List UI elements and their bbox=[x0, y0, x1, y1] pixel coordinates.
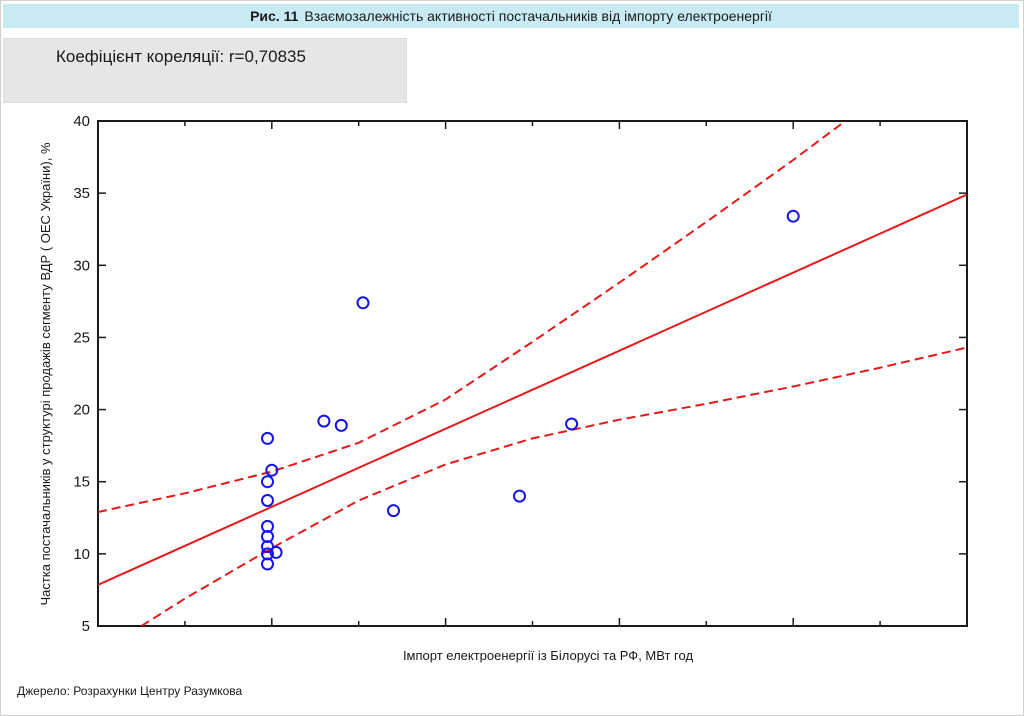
y-tick-label: 35 bbox=[73, 185, 90, 202]
y-tick-label: 30 bbox=[73, 257, 90, 274]
confidence-band bbox=[98, 121, 967, 626]
confidence-band-lower bbox=[140, 346, 967, 626]
figure-number: Рис. 11 bbox=[250, 8, 299, 24]
y-tick-label: 15 bbox=[73, 474, 90, 491]
data-point bbox=[265, 463, 279, 477]
source-note: Джерело: Розрахунки Центру Разумкова bbox=[17, 684, 243, 698]
y-axis-title: Частка постачальників у структурі продаж… bbox=[38, 142, 53, 606]
data-point bbox=[269, 545, 283, 559]
regression-line-group bbox=[98, 193, 967, 586]
x-axis-title: Імпорт електроенергії із Білорусі та РФ,… bbox=[403, 648, 694, 663]
axis-ticks: 5 10 15 20 25 30 35 40 bbox=[73, 113, 968, 635]
figure-title-bar: Рис. 11 Взаємозалежність активності поста… bbox=[3, 4, 1019, 28]
data-point bbox=[261, 557, 274, 571]
data-point bbox=[786, 209, 800, 223]
regression-line bbox=[98, 193, 967, 586]
data-point bbox=[356, 296, 370, 310]
y-tick-label: 25 bbox=[73, 329, 90, 346]
data-point bbox=[387, 504, 400, 518]
y-tick-label: 10 bbox=[73, 546, 90, 563]
data-point bbox=[317, 414, 331, 428]
correlation-box: Коефіцієнт кореляції: r=0,70835 bbox=[3, 38, 407, 103]
data-point bbox=[261, 475, 274, 489]
data-point bbox=[565, 417, 579, 431]
confidence-band-upper bbox=[98, 121, 846, 513]
plot-area-frame bbox=[97, 120, 968, 627]
y-tick-label: 20 bbox=[73, 402, 90, 419]
data-point bbox=[261, 540, 274, 554]
correlation-text: Коефіцієнт кореляції: r=0,70835 bbox=[56, 47, 306, 66]
figure-title: Взаємозалежність активності постачальник… bbox=[304, 8, 772, 24]
data-point bbox=[513, 489, 526, 503]
data-points bbox=[261, 209, 800, 571]
y-tick-label: 5 bbox=[82, 618, 90, 635]
data-point bbox=[261, 494, 274, 507]
data-point bbox=[334, 418, 348, 432]
data-point bbox=[261, 431, 274, 445]
y-tick-label: 40 bbox=[73, 113, 90, 130]
